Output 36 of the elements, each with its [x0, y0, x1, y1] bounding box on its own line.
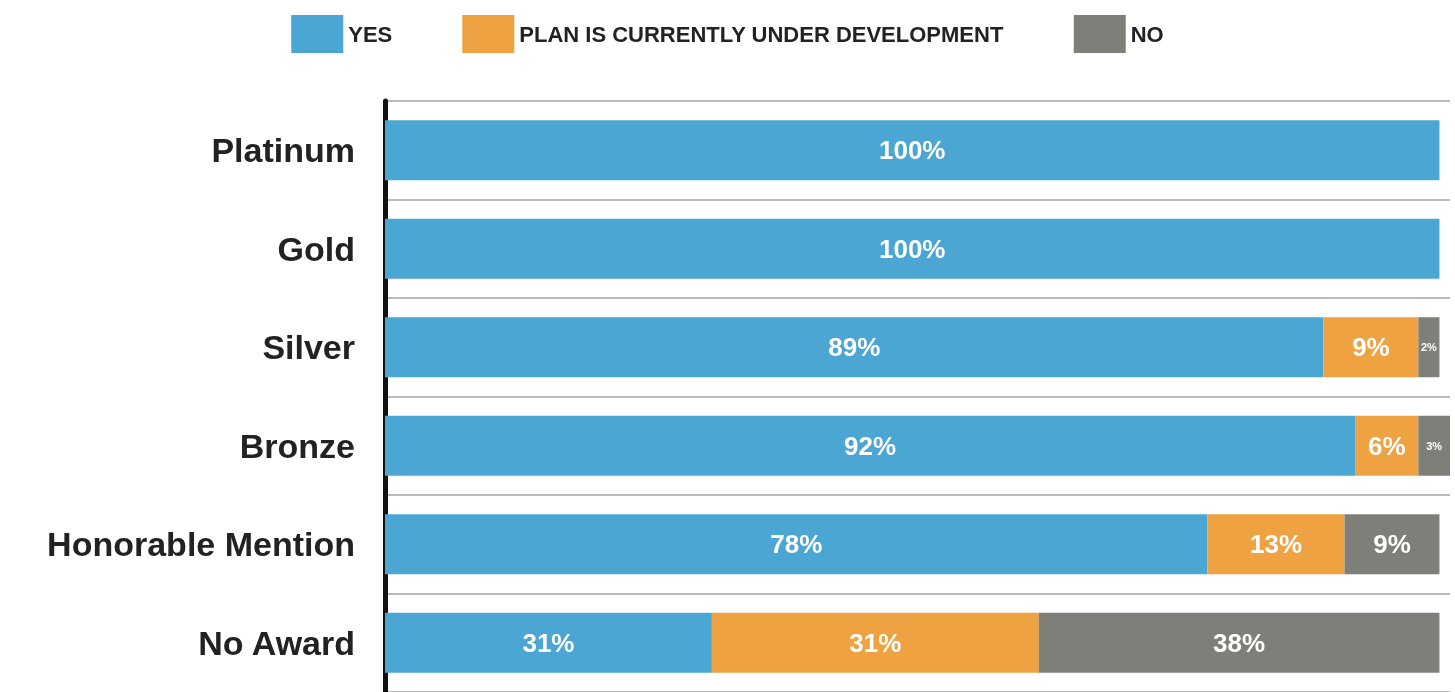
- data-label: 100%: [878, 233, 946, 264]
- bar: [385, 415, 1356, 476]
- bar: [385, 317, 1324, 378]
- bar: [385, 218, 1440, 279]
- data-label: 31%: [849, 627, 902, 658]
- data-label: 13%: [1249, 529, 1303, 560]
- bar: [385, 514, 1208, 575]
- y-tick-label: No Award: [198, 623, 355, 662]
- y-tick-label: Bronze: [239, 426, 355, 465]
- bar: [1418, 415, 1450, 476]
- bar: [1418, 317, 1440, 378]
- y-tick-label: Platinum: [211, 131, 355, 170]
- data-label: 38%: [1213, 627, 1266, 658]
- data-label: 100%: [878, 135, 946, 166]
- y-tick-label: Gold: [277, 229, 355, 268]
- bar: [1323, 317, 1419, 378]
- data-label: 92%: [844, 430, 897, 461]
- bar: [385, 612, 712, 673]
- bar: [1344, 514, 1440, 575]
- legend-label: PLAN IS CURRENTLY UNDER DEVELOPMENT: [519, 21, 1004, 47]
- legend-label: YES: [348, 21, 393, 47]
- data-label: 6%: [1367, 430, 1406, 461]
- bar: [1038, 612, 1440, 673]
- bar: [711, 612, 1039, 673]
- data-label: 2%: [1420, 341, 1438, 354]
- data-label: 3%: [1426, 439, 1443, 452]
- data-label: 31%: [522, 627, 575, 658]
- bar: [385, 120, 1440, 181]
- bar: [1207, 514, 1345, 575]
- y-tick-label: Honorable Mention: [47, 525, 355, 564]
- data-label: 89%: [828, 332, 881, 363]
- data-label: 78%: [770, 529, 823, 560]
- data-label: 9%: [1373, 529, 1411, 560]
- y-tick-label: Silver: [262, 328, 355, 367]
- data-label: 9%: [1352, 332, 1390, 363]
- legend-label: NO: [1130, 21, 1164, 47]
